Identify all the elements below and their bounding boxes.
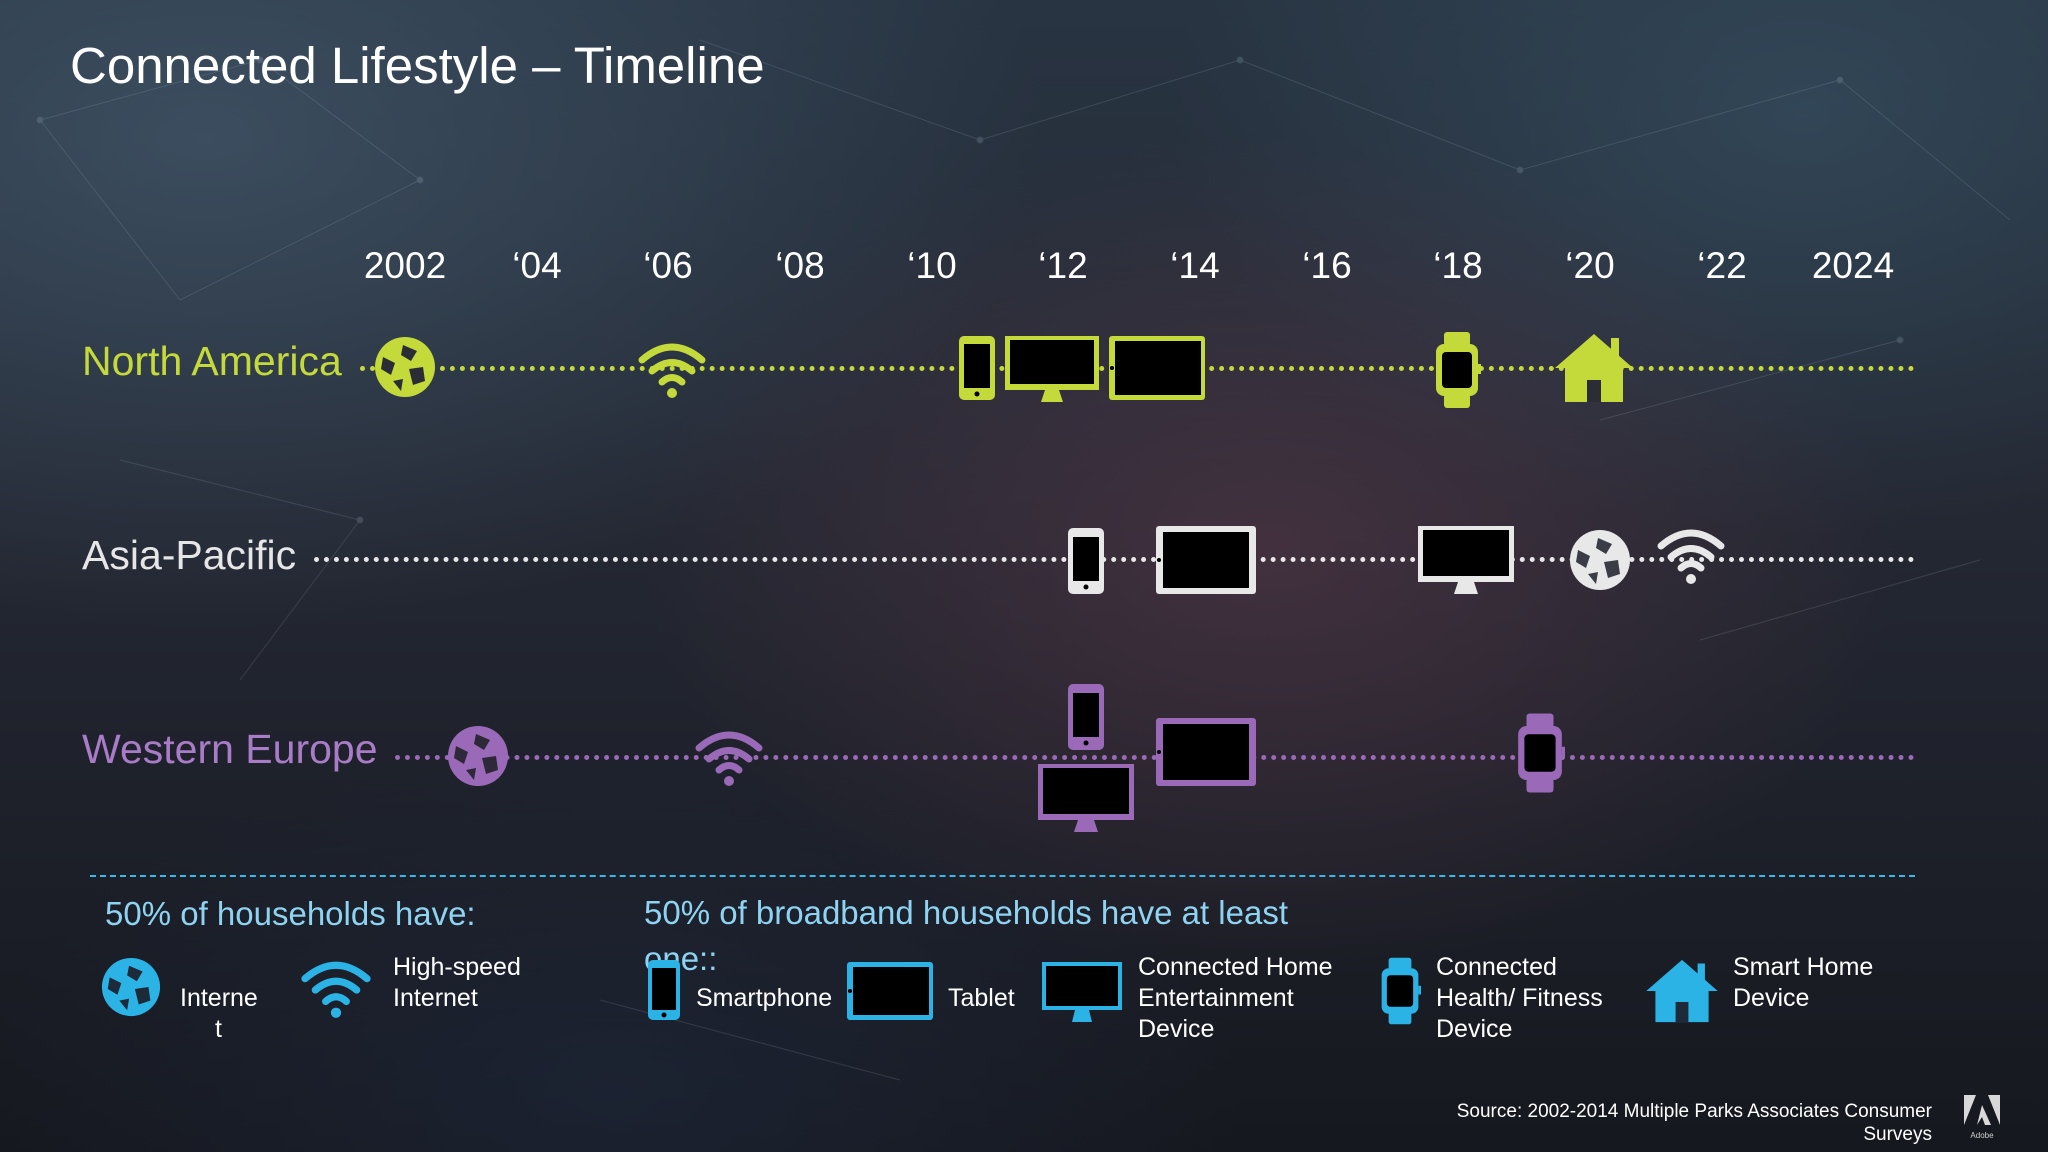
tv-icon [1005, 336, 1099, 402]
smartphone-icon [959, 336, 995, 400]
legend-internet-label-cont: t [215, 1015, 222, 1043]
legend-entertainment-label-cont: Entertainment [1138, 984, 1294, 1012]
year-label: ‘06 [643, 245, 693, 286]
smartphone-icon [1068, 684, 1104, 750]
legend-heading-broadband: 50% of broadband households have at leas… [644, 894, 1288, 977]
year-label: ‘20 [1565, 245, 1615, 286]
tv-icon [1038, 764, 1134, 832]
legend-entertainment-label-cont: Device [1138, 1015, 1215, 1043]
smartphone-icon [648, 960, 680, 1020]
legend-highspeed-label-cont: Internet [393, 984, 478, 1012]
tablet-icon [847, 962, 933, 1020]
smartwatch-icon [1381, 957, 1421, 1025]
legend-tablet-label: Tablet [948, 984, 1015, 1012]
year-label: 2024 [1811, 245, 1895, 286]
year-label: ‘14 [1170, 245, 1220, 286]
source-note: Source: 2002-2014 Multiple Parks Associa… [1372, 1100, 1932, 1146]
legend-smarthome-label: Smart Home [1733, 953, 1874, 981]
globe-icon [1570, 530, 1630, 590]
globe-icon [101, 957, 161, 1017]
legend-heading-households: 50% of households have: [105, 895, 476, 932]
legend-entertainment-label: Connected Home [1138, 953, 1333, 981]
svg-text:Adobe: Adobe [1970, 1131, 1994, 1140]
globe-icon [375, 337, 435, 397]
tv-icon [1042, 962, 1122, 1022]
year-label: 2002 [363, 245, 447, 286]
region-north-america: North America [82, 338, 342, 384]
year-label: ‘08 [775, 245, 825, 286]
year-label: ‘16 [1302, 245, 1352, 286]
legend-health-label-cont: Health/ Fitness [1436, 984, 1603, 1012]
region-western-europe: Western Europe [82, 726, 378, 772]
tablet-icon [1156, 526, 1256, 594]
house-icon [1646, 959, 1718, 1023]
year-label: ‘22 [1697, 245, 1747, 286]
tablet-icon [1109, 336, 1205, 400]
western-europe-timeline [395, 755, 1915, 760]
legend-smartphone-label: Smartphone [696, 984, 833, 1012]
smartwatch-icon [1436, 332, 1481, 408]
slide-title: Connected Lifestyle – Timeline [70, 37, 765, 94]
legend-internet-label: Interne [180, 984, 258, 1012]
wifi-icon [695, 731, 763, 786]
asia-pacific-timeline [314, 557, 1915, 562]
legend-smarthome-label-cont: Device [1733, 984, 1810, 1012]
year-label: ‘04 [512, 245, 562, 286]
smartphone-icon [1068, 528, 1104, 594]
tv-icon [1418, 526, 1514, 594]
source-line: Source: 2002-2014 Multiple Parks Associa… [1456, 1101, 1932, 1122]
smartwatch-icon [1518, 713, 1565, 793]
legend-health-label-cont: Device [1436, 1015, 1513, 1043]
wifi-icon [301, 961, 371, 1018]
year-label: ‘12 [1038, 245, 1088, 286]
globe-icon [448, 726, 508, 786]
legend-health-label: Connected [1436, 953, 1557, 981]
year-label: ‘18 [1433, 245, 1483, 286]
region-asia-pacific: Asia-Pacific [82, 532, 297, 578]
source-line: Surveys [1863, 1124, 1932, 1145]
wifi-icon [1657, 529, 1725, 584]
wifi-icon [638, 343, 706, 398]
adobe-logo: Adobe [1964, 1095, 2000, 1140]
tablet-icon [1156, 718, 1256, 786]
legend-highspeed-label: High-speed [393, 953, 521, 981]
year-label: ‘10 [907, 245, 957, 286]
legend-divider [90, 875, 1915, 877]
house-icon [1555, 334, 1633, 402]
